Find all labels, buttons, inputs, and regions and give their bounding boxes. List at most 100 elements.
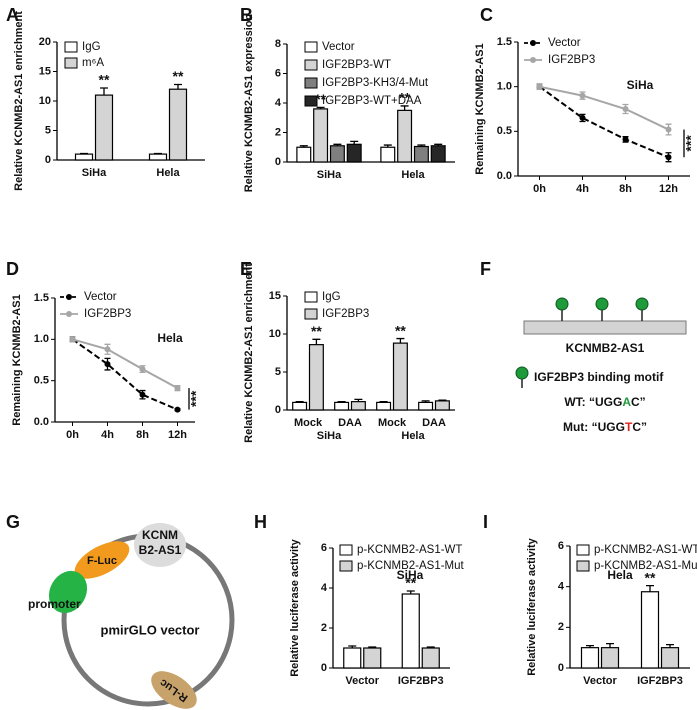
legend-swatch bbox=[576, 544, 590, 556]
y-tick-label: 0.5 bbox=[497, 125, 512, 137]
legend-label: IGF2BP3-WT bbox=[322, 59, 391, 71]
legend-marker bbox=[530, 57, 536, 63]
significance: ** bbox=[311, 323, 322, 339]
y-tick-label: 0 bbox=[275, 156, 281, 168]
y-tick-label: 4 bbox=[321, 582, 328, 594]
y-tick-label: 15 bbox=[269, 290, 281, 302]
legend-label: IGF2BP3-WT+DAA bbox=[322, 95, 422, 107]
y-axis-label: Relative KCNMB2-AS1 expression bbox=[243, 13, 255, 192]
promoter-label: promoter bbox=[28, 597, 81, 611]
panel-f: F KCNMB2-AS1 IGF2BP3 binding motif WT: “… bbox=[480, 259, 687, 434]
legend-swatch bbox=[304, 95, 318, 107]
promoter bbox=[48, 570, 88, 614]
legend-label: IgG bbox=[82, 41, 101, 53]
significance: ** bbox=[395, 322, 406, 338]
significance: ** bbox=[315, 91, 326, 107]
x-tick-label: 4h bbox=[576, 183, 589, 195]
panel-letter: A bbox=[6, 5, 19, 25]
panel-letter: C bbox=[480, 5, 493, 25]
bar bbox=[430, 145, 446, 163]
rna-label: KCNMB2-AS1 bbox=[566, 341, 645, 355]
x-tick-label: 12h bbox=[168, 429, 187, 441]
significance: ** bbox=[99, 72, 110, 88]
bar bbox=[418, 401, 434, 411]
bar bbox=[74, 153, 94, 161]
marker bbox=[174, 385, 181, 392]
y-tick-label: 1.0 bbox=[497, 81, 512, 93]
bar bbox=[94, 94, 114, 161]
seq-highlight: T bbox=[625, 420, 633, 434]
motif-legend: IGF2BP3 binding motif bbox=[534, 370, 664, 384]
y-tick-label: 0 bbox=[45, 154, 51, 166]
bar bbox=[640, 591, 660, 669]
seq-highlight: A bbox=[622, 395, 631, 409]
error-bar bbox=[312, 338, 321, 345]
line bbox=[538, 85, 669, 159]
rna-bar bbox=[523, 320, 687, 335]
panel-letter: D bbox=[6, 259, 19, 279]
legend-swatch bbox=[64, 41, 78, 53]
significance: ** bbox=[645, 569, 656, 585]
y-tick-label: 1.0 bbox=[34, 333, 49, 345]
legend-label: IGF2BP3-KH3/4-Mut bbox=[322, 77, 429, 89]
seq-part: Mut: “UGG bbox=[563, 420, 625, 434]
x-tick-label: 0h bbox=[533, 183, 546, 195]
y-tick-label: 15 bbox=[39, 65, 51, 77]
bar bbox=[413, 145, 429, 163]
seq-part: C” bbox=[631, 395, 646, 409]
bar bbox=[600, 647, 620, 669]
seq-part: C” bbox=[632, 420, 647, 434]
y-axis-label: Relative luciferase activity bbox=[526, 537, 538, 675]
y-tick-label: 4 bbox=[275, 97, 282, 109]
x-tick-label: 12h bbox=[659, 183, 678, 195]
insert-label: B2-AS1 bbox=[139, 543, 182, 557]
y-tick-label: 8 bbox=[275, 38, 281, 50]
y-tick-label: 0 bbox=[558, 662, 564, 674]
panel-g: G KCNM B2-AS1 F-Luc promoter pmirGLO vec… bbox=[6, 512, 235, 709]
marker bbox=[579, 92, 586, 99]
x-tick-label: 8h bbox=[619, 183, 632, 195]
marker bbox=[665, 154, 672, 161]
y-tick-label: 6 bbox=[275, 67, 281, 79]
legend-swatch bbox=[64, 57, 78, 69]
legend-swatch bbox=[304, 41, 318, 53]
marker bbox=[579, 114, 586, 121]
x-tick-label: 8h bbox=[136, 429, 149, 441]
x-tick-label: DAA bbox=[338, 417, 362, 429]
bar bbox=[168, 88, 188, 161]
error-bar bbox=[174, 83, 182, 90]
y-tick-label: 0.0 bbox=[34, 416, 49, 428]
group-label: Hela bbox=[401, 430, 425, 442]
significance: *** bbox=[188, 390, 204, 407]
x-tick-label: Mock bbox=[378, 417, 407, 429]
y-tick-label: 6 bbox=[321, 542, 327, 554]
error-bar bbox=[100, 87, 108, 96]
legend-label: Vector bbox=[322, 41, 355, 53]
group-label: SiHa bbox=[317, 430, 342, 442]
y-axis-label: Relative luciferase activity bbox=[289, 538, 301, 676]
significance: ** bbox=[399, 90, 410, 106]
legend-label: IgG bbox=[322, 291, 341, 303]
error-bar bbox=[606, 642, 614, 648]
motif bbox=[595, 297, 609, 311]
legend-label: m⁶A bbox=[82, 57, 104, 69]
legend-label: IGF2BP3 bbox=[84, 308, 131, 320]
motif bbox=[635, 297, 649, 311]
y-tick-label: 2 bbox=[275, 126, 281, 138]
legend-marker bbox=[66, 311, 72, 317]
y-axis-label: Remaining KCNMB2-AS1 bbox=[11, 294, 23, 425]
legend-label: p-KCNMB2-AS1-WT bbox=[594, 544, 697, 556]
x-tick-label: Hela bbox=[156, 167, 180, 179]
panel-letter: H bbox=[254, 512, 267, 532]
marker bbox=[536, 83, 543, 90]
legend-marker bbox=[66, 294, 72, 300]
x-tick-label: IGF2BP3 bbox=[637, 675, 683, 687]
y-tick-label: 0.0 bbox=[497, 170, 512, 182]
significance: *** bbox=[683, 135, 697, 152]
x-tick-label: SiHa bbox=[82, 167, 107, 179]
annotation: Hela bbox=[157, 331, 183, 345]
legend-label: Vector bbox=[84, 291, 117, 303]
legend-label: p-KCNMB2-AS1-Mut bbox=[357, 560, 465, 572]
bar bbox=[343, 647, 362, 669]
marker bbox=[622, 106, 629, 112]
